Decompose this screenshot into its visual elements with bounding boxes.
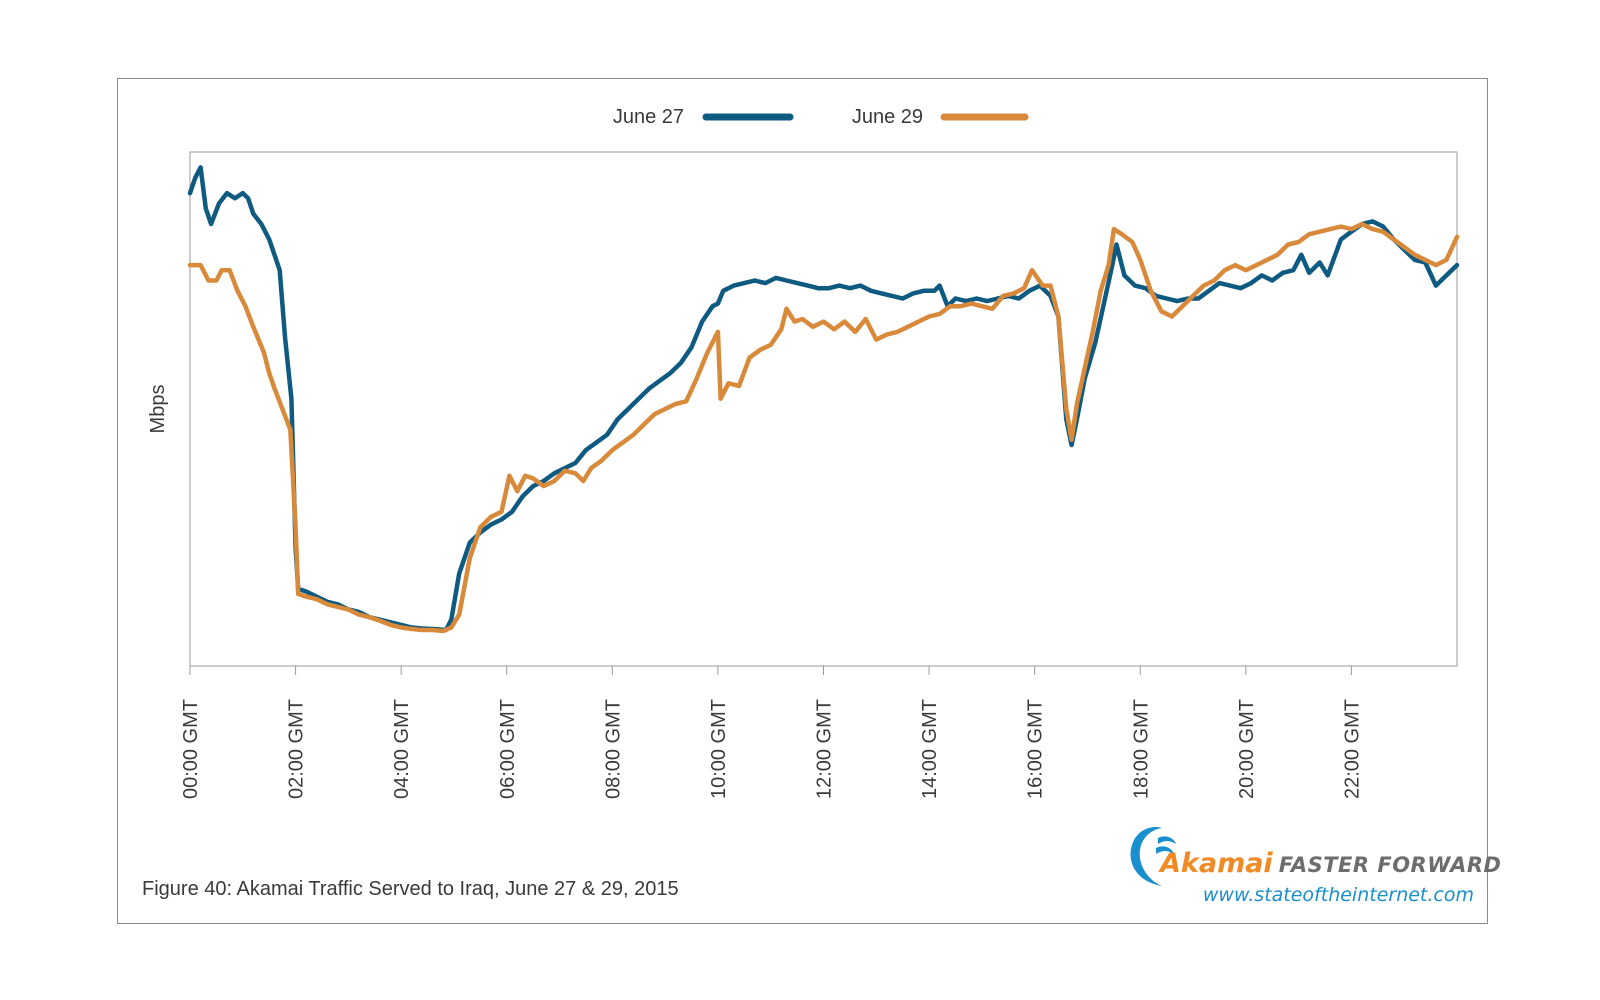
- logo-tagline: FASTER FORWARD: [1278, 853, 1502, 877]
- x-tick-label: 14:00 GMT: [919, 699, 941, 799]
- x-tick-label: 10:00 GMT: [708, 699, 730, 799]
- x-tick-label: 16:00 GMT: [1025, 699, 1047, 799]
- logo-url-link[interactable]: www.stateoftheinternet.com: [1202, 884, 1474, 906]
- legend-label-june-29: June 29: [852, 106, 923, 128]
- x-axis: 00:00 GMT 02:00 GMT 04:00 GMT 06:00 GMT 08:0…: [180, 666, 1363, 799]
- series-line-june-29: [187, 221, 1460, 634]
- akamai-wave-icon: [1130, 827, 1176, 886]
- figure-caption: Figure 40: Akamai Traffic Served to Iraq…: [142, 878, 679, 900]
- akamai-logo: Akamai FASTER FORWARD www.stateoftheinter…: [1118, 820, 1501, 910]
- legend-label-june-27: June 27: [613, 106, 684, 128]
- akamai-wordmark: Akamai FASTER FORWARD: [1160, 848, 1502, 879]
- y-axis-label: Mbps: [147, 385, 169, 434]
- x-tick-label: 20:00 GMT: [1236, 699, 1258, 799]
- x-tick-label: 18:00 GMT: [1130, 699, 1152, 799]
- series-line-june-27: [187, 165, 1460, 633]
- chart-frame: [117, 78, 1488, 924]
- x-tick-label: 06:00 GMT: [497, 699, 519, 799]
- x-tick-label: 22:00 GMT: [1341, 699, 1363, 799]
- series-lines: [187, 165, 1460, 634]
- legend: June 27 June 29: [613, 106, 1029, 128]
- x-tick-label: 00:00 GMT: [180, 699, 202, 799]
- logo-brand: Akamai: [1160, 848, 1273, 879]
- x-tick-label: 08:00 GMT: [602, 699, 624, 799]
- plot-area: [189, 151, 1458, 667]
- x-tick-label: 02:00 GMT: [286, 699, 308, 799]
- x-tick-label: 04:00 GMT: [391, 699, 413, 799]
- x-tick-label: 12:00 GMT: [814, 699, 836, 799]
